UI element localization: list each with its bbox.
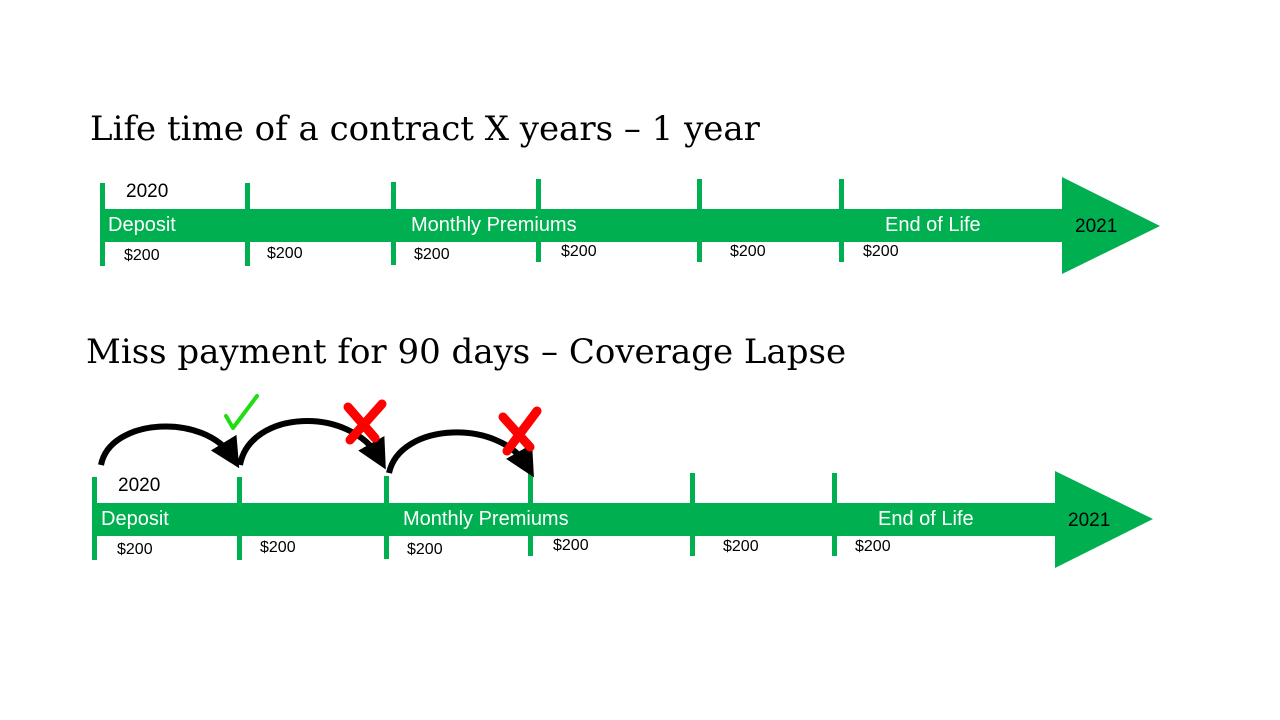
timeline1-start-year: 2020 (126, 181, 168, 202)
timeline1-ticks (100, 179, 844, 266)
timeline1: 2020 2021 Deposit Monthly Premiums End o… (100, 177, 1160, 274)
timeline1-tick (391, 182, 396, 265)
timeline1-tick (100, 183, 105, 266)
timeline2-payments: $200 $200 $200 $200 $200 $200 (117, 537, 891, 558)
timeline1-payments: $200 $200 $200 $200 $200 $200 (124, 243, 899, 264)
timeline1-deposit-label: Deposit (108, 214, 176, 236)
timeline2-transitions (98, 418, 534, 478)
timeline2-tick (528, 473, 533, 556)
timeline1-tick (697, 179, 702, 262)
timeline1-payment: $200 (267, 245, 303, 262)
timeline1-end-label: End of Life (885, 214, 981, 236)
timeline1-tick (536, 179, 541, 262)
timeline1-arrow (102, 177, 1160, 274)
timeline1-tick (839, 179, 844, 262)
check-icon (224, 394, 259, 430)
cross-icon (343, 399, 387, 445)
cross-icon (498, 406, 542, 456)
timeline2-payment: $200 (117, 541, 153, 558)
timeline2-end-year: 2021 (1068, 510, 1110, 531)
timeline1-payment: $200 (414, 246, 450, 263)
timeline1-heading: Life time of a contract X years – 1 year (90, 109, 760, 149)
timeline2-tick (92, 477, 97, 560)
timeline2-payment: $200 (553, 537, 589, 554)
timeline2-payment: $200 (260, 539, 296, 556)
timeline2-ticks (92, 473, 837, 560)
timeline1-tick (245, 183, 250, 266)
transition-arrow (237, 418, 386, 470)
timeline2-tick (237, 477, 242, 560)
timeline2-tick (384, 476, 389, 559)
timeline2-arrow (94, 471, 1153, 568)
timeline2-tick (832, 473, 837, 556)
timeline1-payment: $200 (561, 243, 597, 260)
timeline2-tick (690, 473, 695, 556)
transition-arrow (98, 423, 240, 469)
timeline1-payment: $200 (730, 243, 766, 260)
timeline2-payment: $200 (723, 538, 759, 555)
timeline2-end-label: End of Life (878, 508, 974, 530)
timeline1-payment: $200 (863, 243, 899, 260)
timeline2-start-year: 2020 (118, 475, 160, 496)
timeline2-heading: Miss payment for 90 days – Coverage Laps… (86, 332, 847, 372)
timeline2-payment: $200 (855, 538, 891, 555)
transition-arrow (386, 429, 534, 478)
timeline2-payment: $200 (407, 541, 443, 558)
timeline1-premiums-label: Monthly Premiums (411, 214, 577, 236)
timeline2-premiums-label: Monthly Premiums (403, 508, 569, 530)
timeline1-end-year: 2021 (1075, 216, 1117, 237)
timeline2: 2020 2021 Deposit Monthly Premiums End o… (92, 394, 1153, 568)
timeline2-deposit-label: Deposit (101, 508, 169, 530)
timeline1-payment: $200 (124, 247, 160, 264)
